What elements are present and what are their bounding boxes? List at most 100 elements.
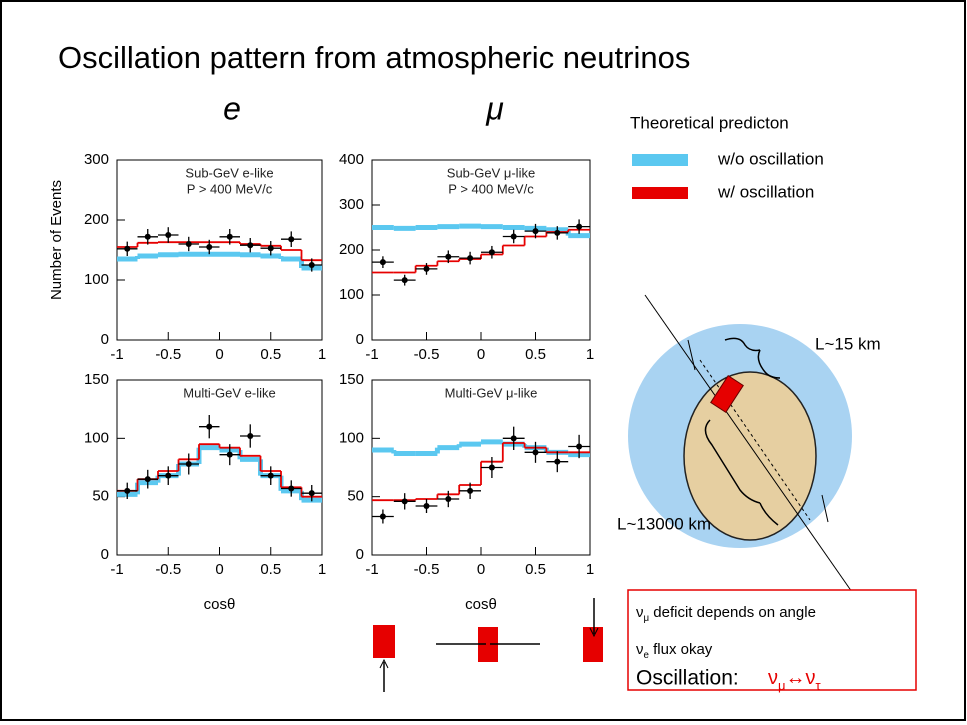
subscript: μ: [778, 678, 786, 693]
y-tick-label: 0: [356, 546, 364, 563]
y-tick-label: 100: [84, 429, 109, 446]
arrow: [821, 494, 829, 523]
distance-label: L~15 km: [815, 334, 881, 353]
subscript: μ: [644, 613, 650, 624]
subscript: τ: [816, 678, 822, 693]
data-point: [467, 487, 474, 494]
data-point: [226, 451, 233, 458]
y-tick-label: 100: [84, 271, 109, 288]
text: flux okay: [649, 641, 713, 658]
x-tick-label: 0: [477, 561, 485, 578]
data-point: [488, 464, 495, 471]
y-tick-label: 50: [347, 488, 364, 505]
earth-diagram: L~15 km L~13000 km: [617, 294, 881, 593]
x-tick-label: 0.5: [525, 561, 546, 578]
detector-icon: [373, 625, 395, 658]
column-header: μ: [485, 90, 504, 126]
panel-title: Multi-GeV e-like: [183, 385, 275, 400]
box-text: νe flux okay: [636, 641, 713, 661]
data-point: [423, 503, 430, 509]
greek: ν: [636, 604, 644, 621]
box-text: νμ deficit depends on angle: [636, 604, 816, 624]
x-tick-label: 1: [586, 561, 594, 578]
y-tick-label: 150: [84, 371, 109, 388]
x-tick-label: 0.5: [525, 346, 546, 363]
subscript: e: [644, 650, 649, 661]
x-tick-label: 0: [477, 346, 485, 363]
x-tick-label: -0.5: [155, 346, 181, 363]
legend-label: w/o oscillation: [717, 149, 824, 168]
x-axis-label: cosθ: [465, 596, 497, 613]
data-point: [379, 259, 386, 266]
y-tick-label: 0: [101, 331, 109, 348]
y-tick-label: 200: [339, 241, 364, 258]
y-tick-label: 100: [339, 429, 364, 446]
y-tick-label: 150: [339, 371, 364, 388]
text: ↔: [786, 667, 806, 689]
greek: ν: [636, 641, 644, 658]
y-tick-label: 100: [339, 286, 364, 303]
legend-swatch: [632, 154, 688, 166]
y-tick-label: 400: [339, 151, 364, 168]
y-axis-label: Number of Events: [48, 180, 65, 300]
x-tick-label: 0: [215, 561, 223, 578]
data-point: [445, 253, 452, 260]
x-tick-label: 1: [318, 346, 326, 363]
x-tick-label: -0.5: [414, 561, 440, 578]
x-tick-label: -1: [365, 561, 378, 578]
greek: ν: [806, 667, 816, 689]
conclusion-box: [627, 589, 917, 691]
detector: [710, 374, 744, 414]
panel-subtitle: P > 400 MeV/c: [448, 181, 534, 196]
data-point: [124, 487, 131, 494]
x-tick-label: -0.5: [155, 561, 181, 578]
legend-swatch: [632, 187, 688, 199]
data-point: [510, 233, 517, 240]
data-point: [423, 265, 430, 272]
chord: [699, 359, 811, 521]
data-point: [185, 241, 192, 247]
distance-label: L~13000 km: [617, 514, 711, 533]
x-tick-label: -0.5: [414, 346, 440, 363]
data-point: [124, 245, 131, 252]
data-point: [267, 472, 274, 479]
data-point: [488, 249, 495, 256]
data-point: [401, 277, 408, 284]
y-tick-label: 300: [339, 196, 364, 213]
data-point: [401, 498, 408, 505]
x-tick-label: -1: [110, 346, 123, 363]
data-point: [467, 255, 474, 262]
x-tick-label: 0.5: [260, 346, 281, 363]
data-point: [144, 233, 151, 240]
data-point: [510, 435, 517, 442]
legend-label: w/ oscillation: [717, 182, 814, 201]
data-point: [554, 458, 561, 465]
detector-icon: [478, 627, 498, 662]
brace: [704, 419, 779, 526]
data-point: [576, 443, 583, 450]
data-point: [144, 476, 151, 483]
x-tick-label: 0.5: [260, 561, 281, 578]
arrow-head: [589, 627, 599, 638]
y-tick-label: 50: [92, 488, 109, 505]
data-point: [308, 490, 315, 497]
greek: ν: [768, 667, 778, 689]
y-tick-label: 0: [101, 546, 109, 563]
data-point: [247, 433, 254, 439]
data-point: [308, 262, 315, 268]
data-point: [247, 242, 254, 249]
x-axis-label: cosθ: [204, 596, 236, 613]
data-point: [445, 496, 452, 502]
data-point: [206, 423, 213, 430]
brace: [724, 337, 781, 379]
data-point: [532, 449, 539, 456]
data-point: [206, 244, 213, 250]
detector-icon: [583, 627, 603, 662]
data-point: [288, 236, 295, 243]
data-point: [554, 229, 561, 236]
data-point: [288, 485, 295, 492]
panel-subtitle: P > 400 MeV/c: [187, 181, 273, 196]
y-tick-label: 200: [84, 211, 109, 228]
panel-title: Multi-GeV μ-like: [445, 385, 538, 400]
conclusion-label: Oscillation:: [636, 667, 739, 690]
